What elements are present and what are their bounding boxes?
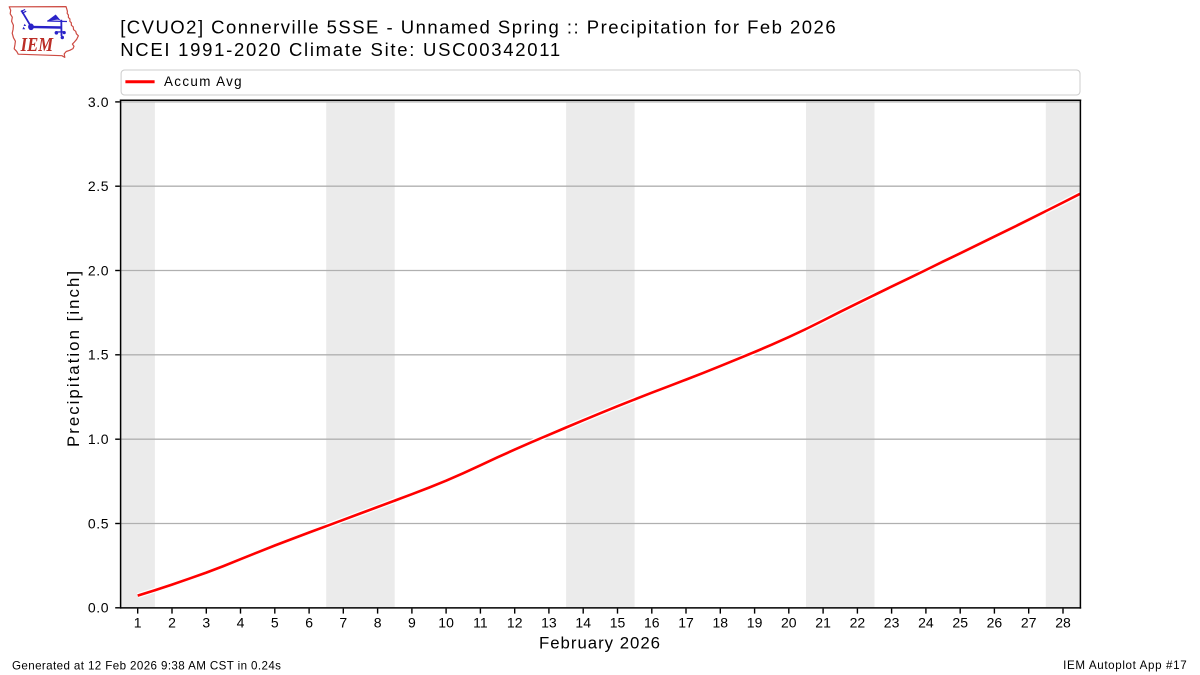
svg-text:[CVUO2] Connerville 5SSE - Unn: [CVUO2] Connerville 5SSE - Unnamed Sprin… (120, 17, 837, 38)
svg-text:NCEI 1991-2020 Climate Site: U: NCEI 1991-2020 Climate Site: USC00342011 (120, 39, 562, 60)
svg-text:Precipitation [inch]: Precipitation [inch] (64, 269, 83, 447)
svg-text:16: 16 (644, 615, 660, 631)
svg-text:24: 24 (918, 615, 934, 631)
svg-text:5: 5 (271, 615, 279, 631)
svg-text:21: 21 (815, 615, 831, 631)
svg-text:2: 2 (168, 615, 176, 631)
svg-text:11: 11 (473, 615, 488, 631)
svg-text:0.0: 0.0 (88, 600, 109, 616)
svg-text:27: 27 (1021, 615, 1037, 631)
svg-text:1.5: 1.5 (88, 347, 109, 363)
svg-text:2.5: 2.5 (88, 178, 109, 194)
svg-text:20: 20 (781, 615, 797, 631)
svg-text:19: 19 (747, 615, 763, 631)
svg-text:22: 22 (850, 615, 866, 631)
svg-text:8: 8 (374, 615, 382, 631)
svg-text:4: 4 (237, 615, 245, 631)
svg-text:18: 18 (713, 615, 729, 631)
svg-text:10: 10 (438, 615, 454, 631)
svg-text:0.5: 0.5 (88, 515, 109, 531)
svg-text:13: 13 (541, 615, 557, 631)
svg-text:Generated at 12 Feb 2026 9:38: Generated at 12 Feb 2026 9:38 AM CST in … (12, 660, 281, 673)
svg-text:9: 9 (408, 615, 416, 631)
svg-text:28: 28 (1055, 615, 1071, 631)
svg-text:14: 14 (575, 615, 591, 631)
svg-text:IEM: IEM (20, 34, 54, 56)
svg-text:15: 15 (610, 615, 626, 631)
svg-text:1: 1 (134, 615, 142, 631)
svg-text:February 2026: February 2026 (539, 633, 661, 652)
svg-text:12: 12 (507, 615, 523, 631)
svg-text:1.0: 1.0 (88, 431, 109, 447)
svg-text:6: 6 (305, 615, 313, 631)
svg-text:IEM Autoplot App #17: IEM Autoplot App #17 (1063, 659, 1187, 672)
svg-text:7: 7 (339, 615, 347, 631)
svg-text:25: 25 (952, 615, 968, 631)
svg-text:17: 17 (678, 615, 694, 631)
svg-text:3.0: 3.0 (88, 94, 109, 110)
svg-text:23: 23 (884, 615, 900, 631)
svg-text:3: 3 (202, 615, 210, 631)
svg-text:Accum Avg: Accum Avg (164, 74, 243, 89)
svg-text:26: 26 (987, 615, 1003, 631)
svg-text:2.0: 2.0 (88, 262, 109, 278)
